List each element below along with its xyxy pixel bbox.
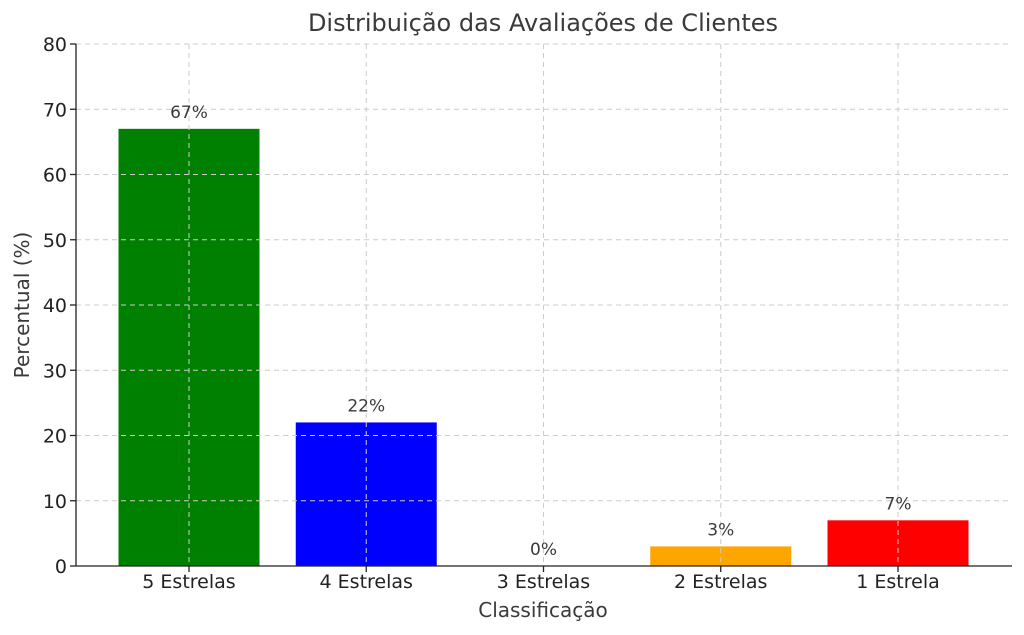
bar [650, 546, 792, 566]
axes [70, 43, 1012, 572]
tick-labels: 0 10 20 30 40 50 60 70 80 5 Estrelas 4 Estrelas 3 E… [43, 34, 940, 593]
y-tick-label: 20 [43, 426, 67, 448]
y-tick-label: 0 [55, 556, 67, 578]
bar-value-label: 22% [347, 396, 385, 416]
y-tick-label: 70 [43, 99, 67, 121]
y-axis-label: Percentual (%) [10, 232, 34, 379]
bar-value-label: 0% [530, 540, 557, 560]
y-tick-label: 30 [43, 360, 67, 382]
bar-value-label: 7% [885, 494, 912, 514]
chart-title: Distribuição das Avaliações de Clientes [308, 9, 778, 37]
x-tick-label: 1 Estrela [856, 571, 940, 593]
y-tick-label: 50 [43, 230, 67, 252]
x-tick-label: 2 Estrelas [674, 571, 767, 593]
bar-value-label: 3% [707, 520, 734, 540]
x-tick-label: 5 Estrelas [142, 571, 235, 593]
y-tick-label: 10 [43, 491, 67, 513]
data-labels: 67% 22% 0% 3% 7% [170, 103, 911, 560]
y-tick-label: 60 [43, 165, 67, 187]
x-axis-label: Classificação [478, 598, 608, 622]
y-tick-label: 40 [43, 295, 67, 317]
x-tick-label: 3 Estrelas [497, 571, 590, 593]
y-tick-label: 80 [43, 34, 67, 56]
bar-value-label: 67% [170, 103, 208, 123]
x-tick-label: 4 Estrelas [320, 571, 413, 593]
